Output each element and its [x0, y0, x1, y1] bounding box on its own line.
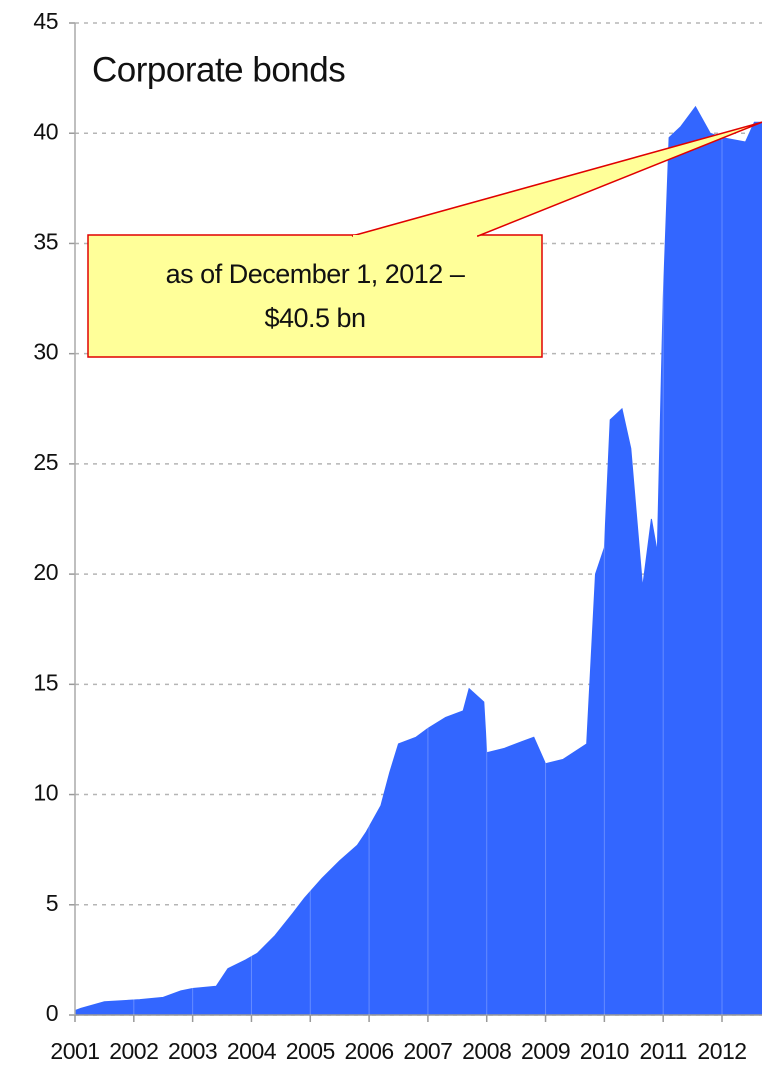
x-tick-label: 2001 [50, 1038, 99, 1064]
x-tick-label: 2006 [345, 1038, 394, 1064]
x-tick-label: 2012 [697, 1038, 746, 1064]
y-tick-label: 20 [33, 559, 58, 585]
callout-text: $40.5 bn [264, 303, 365, 333]
y-tick-label: 30 [33, 339, 58, 365]
y-tick-label: 5 [46, 890, 58, 916]
y-tick-label: 35 [33, 229, 58, 255]
callout-box [87, 234, 543, 358]
chart-title: Corporate bonds [92, 50, 345, 89]
area [74, 105, 762, 1016]
x-tick-label: 2007 [403, 1038, 452, 1064]
y-tick-label: 40 [33, 118, 58, 144]
x-tick-label: 2008 [462, 1038, 511, 1064]
x-tick-label: 2005 [286, 1038, 335, 1064]
x-tick-label: 2009 [521, 1038, 570, 1064]
y-tick-label: 45 [33, 8, 58, 34]
callout-text: as of December 1, 2012 – [166, 259, 465, 289]
y-tick-label: 25 [33, 449, 58, 475]
x-tick-label: 2010 [580, 1038, 629, 1064]
x-tick-label: 2004 [227, 1038, 277, 1064]
x-tick-label: 2011 [639, 1038, 686, 1064]
y-tick-label: 10 [33, 780, 58, 806]
y-tick-label: 15 [33, 669, 58, 695]
y-tick-label: 0 [46, 1000, 58, 1026]
callout: as of December 1, 2012 – $40.5 bn [87, 121, 762, 358]
x-tick-label: 2003 [168, 1038, 217, 1064]
x-tick-label: 2002 [109, 1038, 158, 1064]
